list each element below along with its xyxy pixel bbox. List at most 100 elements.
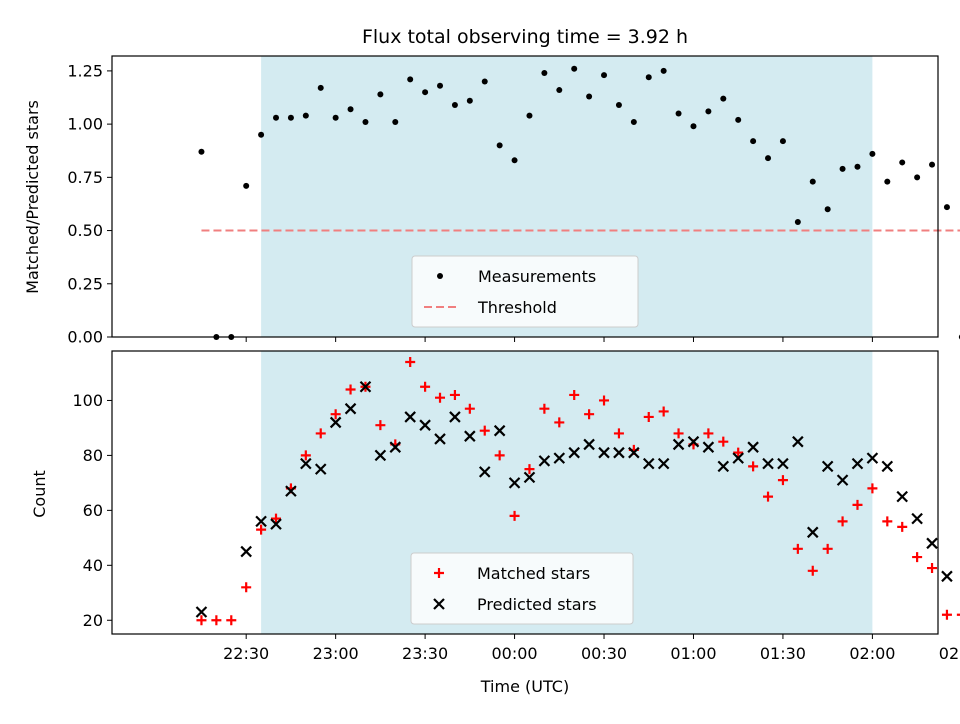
predicted-star-point xyxy=(732,452,744,464)
matched-star-point xyxy=(584,409,595,420)
matched-star-point xyxy=(599,395,610,406)
x-axis-label: Time (UTC) xyxy=(480,677,569,696)
predicted-star-point xyxy=(687,435,700,448)
matched-star-point xyxy=(196,615,207,626)
predicted-star-point xyxy=(523,471,536,484)
measurement-point xyxy=(586,93,593,100)
measurement-point xyxy=(243,182,250,189)
measurement-point xyxy=(839,165,846,172)
matched-star-point xyxy=(330,409,341,420)
matched-star-point xyxy=(792,543,803,554)
measurement-point xyxy=(765,155,772,162)
legend-label: Threshold xyxy=(477,298,557,317)
matched-star-point xyxy=(822,543,833,554)
predicted-star-point xyxy=(628,446,640,459)
predicted-star-point xyxy=(583,438,595,451)
predicted-star-point xyxy=(866,452,879,464)
y-tick-label: 20 xyxy=(83,611,103,630)
legend: Matched stars Predicted stars xyxy=(410,552,634,625)
matched-star-point xyxy=(479,425,490,436)
predicted-star-point xyxy=(434,433,446,445)
predicted-star-point xyxy=(538,455,551,467)
matched-star-point xyxy=(807,565,818,576)
predicted-star-point xyxy=(896,490,908,503)
predicted-star-point xyxy=(717,460,730,473)
y-tick-label: 100 xyxy=(72,391,103,410)
predicted-star-point xyxy=(836,474,849,486)
matched-star-point xyxy=(867,483,878,494)
x-tick-label: 02:30 xyxy=(939,644,960,663)
predicted-star-point xyxy=(806,526,819,539)
matched-star-point xyxy=(852,499,863,510)
measurement-point xyxy=(601,72,608,79)
predicted-star-point xyxy=(359,380,372,393)
y-tick-label: 0.50 xyxy=(67,221,103,240)
matched-star-point xyxy=(300,450,311,461)
matched-star-point xyxy=(554,417,565,428)
matched-star-point xyxy=(524,464,535,475)
matched-star-point xyxy=(733,447,744,458)
predicted-star-point xyxy=(404,411,416,423)
y-tick-label: 40 xyxy=(83,556,103,575)
y-tick-label: 1.00 xyxy=(67,115,103,134)
predicted-star-point xyxy=(449,411,461,423)
matched-star-point xyxy=(703,428,714,439)
matched-star-point xyxy=(673,428,684,439)
x-tick-label: 23:00 xyxy=(313,644,359,663)
measurement-point xyxy=(914,174,921,181)
measurement-point xyxy=(824,206,831,213)
matched-star-point xyxy=(613,428,624,439)
predicted-star-point xyxy=(613,446,625,459)
matched-star-point xyxy=(494,450,505,461)
measurement-point xyxy=(690,123,697,130)
measurement-point xyxy=(929,161,936,168)
legend-measurement-swatch xyxy=(437,273,443,279)
matched-star-point xyxy=(956,613,960,616)
matched-star-point xyxy=(405,356,416,367)
legend-label: Matched stars xyxy=(477,564,590,583)
matched-star-point xyxy=(718,436,729,447)
legend-label: Predicted stars xyxy=(477,595,597,614)
predicted-star-point xyxy=(642,457,655,470)
measurement-point xyxy=(198,148,205,155)
measurement-point xyxy=(541,70,548,77)
measurement-point xyxy=(466,97,473,104)
y-tick-label: 80 xyxy=(83,446,103,465)
matched-star-point xyxy=(748,461,759,472)
legend-label: Measurements xyxy=(478,267,596,286)
top-y-axis-label: Matched/Predicted stars xyxy=(23,100,42,294)
measurement-point xyxy=(451,101,458,108)
predicted-star-point xyxy=(553,452,566,464)
measurement-point xyxy=(869,150,876,157)
predicted-star-point xyxy=(672,438,685,451)
predicted-star-point xyxy=(493,424,506,437)
measurement-point xyxy=(899,159,906,166)
matched-star-point xyxy=(271,513,282,524)
measurement-point xyxy=(317,84,324,91)
matched-star-point xyxy=(509,510,520,521)
matched-star-point xyxy=(927,563,938,574)
legend-box xyxy=(410,552,634,625)
predicted-star-point xyxy=(389,441,402,453)
x-tick-label: 01:00 xyxy=(670,644,716,663)
measurement-point xyxy=(287,114,294,121)
predicted-star-point xyxy=(881,460,894,473)
predicted-star-point xyxy=(926,537,938,550)
matched-star-point xyxy=(837,516,848,527)
top-panel: 0.00 0.25 0.50 0.75 1.00 1.25 Measurements Thre… xyxy=(67,55,960,347)
matched-star-point xyxy=(569,389,580,400)
predicted-star-point xyxy=(508,477,521,489)
predicted-star-point xyxy=(329,416,342,429)
measurement-point xyxy=(735,116,742,123)
measurement-point xyxy=(526,112,533,119)
measurement-point xyxy=(332,114,339,121)
measurement-point xyxy=(720,95,727,102)
y-tick-label: 0.25 xyxy=(67,274,103,293)
measurement-point xyxy=(377,91,384,98)
predicted-star-point xyxy=(464,430,476,442)
matched-star-point xyxy=(464,403,475,414)
matched-star-point xyxy=(912,552,923,563)
measurement-point xyxy=(422,89,429,96)
measurement-point xyxy=(943,204,950,211)
